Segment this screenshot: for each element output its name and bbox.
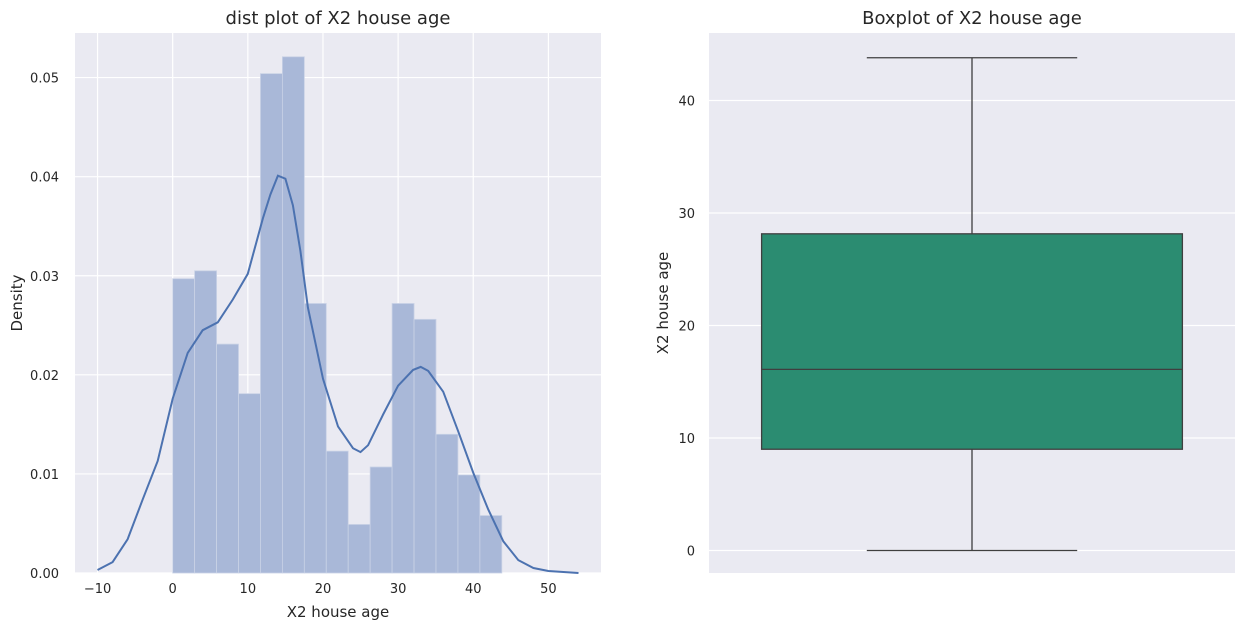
boxplot-y-axis-label: X2 house age — [654, 252, 672, 355]
histogram-bar — [435, 433, 459, 574]
dist-plot-title: dist plot of X2 house age — [226, 8, 451, 29]
y-tick-label: 0.04 — [30, 171, 59, 186]
histogram-bar — [281, 56, 305, 574]
histogram-bar — [260, 73, 283, 574]
histogram-bar — [457, 474, 481, 574]
kde-curve — [97, 174, 579, 574]
x-tick-label: 10 — [240, 582, 257, 597]
interquartile-box — [760, 233, 1184, 450]
boxplot-y-ticks: 0 10 20 30 40 — [678, 95, 695, 560]
boxplot-axes: 0 10 20 30 40 Boxplot of X2 house age X2 hou… — [654, 8, 1235, 573]
boxplot-title: Boxplot of X2 house age — [862, 8, 1082, 29]
dist-plot-x-axis-label: X2 house age — [287, 603, 390, 621]
histogram-bar — [238, 393, 261, 574]
x-tick-label: 50 — [540, 582, 557, 597]
dist-plot-y-axis-label: Density — [8, 274, 26, 331]
x-tick-label: −10 — [84, 582, 111, 597]
y-tick-label: 0.05 — [30, 72, 59, 87]
histogram-bar — [369, 466, 393, 574]
y-tick-label: 0.01 — [30, 468, 59, 483]
y-tick-label: 0.00 — [30, 567, 59, 582]
histogram-bar — [172, 278, 196, 574]
x-tick-label: 40 — [465, 582, 482, 597]
x-tick-label: 0 — [169, 582, 177, 597]
histogram-bar — [194, 270, 217, 574]
x-tick-label: 20 — [315, 582, 332, 597]
y-tick-label: 40 — [678, 95, 695, 110]
histogram-bar — [479, 515, 503, 574]
dist-plot-axes: −10 0 10 20 30 40 50 0.000.010.020.030.040.05 … — [8, 8, 601, 621]
y-tick-label: 20 — [678, 320, 695, 335]
y-tick-label: 0 — [687, 545, 695, 560]
y-tick-label: 0.03 — [30, 270, 59, 285]
y-tick-label: 0.02 — [30, 369, 59, 384]
dist-plot-y-ticks: 0.00 0.01 0.02 0.03 0.04 0.05 — [30, 72, 59, 582]
histogram-bar — [391, 303, 415, 574]
dist-plot-x-ticks: −10 0 10 20 30 40 50 — [84, 582, 557, 597]
histogram-bar — [216, 343, 239, 574]
boxplot-body — [760, 57, 1184, 552]
histogram-bar — [413, 318, 437, 574]
histogram-bar — [347, 524, 371, 574]
x-tick-label: 30 — [390, 582, 407, 597]
histogram-bar — [325, 450, 349, 574]
y-tick-label: 30 — [678, 207, 695, 222]
histogram-bars — [172, 56, 503, 574]
y-tick-label: 10 — [678, 432, 695, 447]
